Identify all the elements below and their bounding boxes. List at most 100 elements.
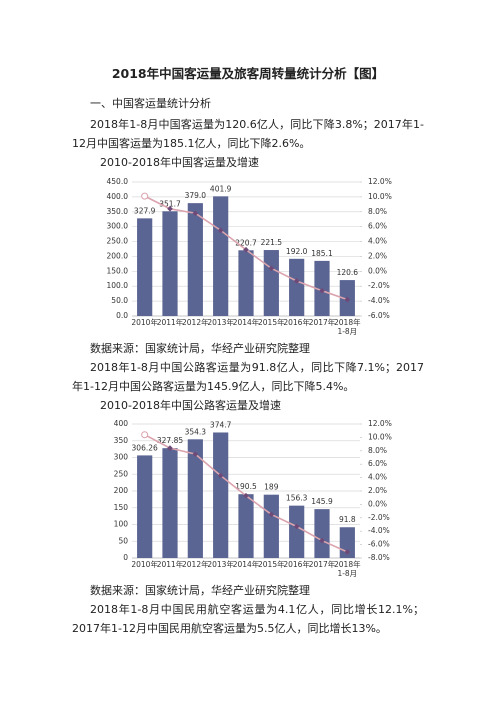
page-title: 2018年中国客运量及旅客周转量统计分析【图】 [111, 66, 385, 81]
y2-tick-label: -8.0% [368, 553, 390, 562]
value-label: 351.7 [159, 199, 181, 208]
x-tick-label: 2015年 [258, 560, 285, 569]
y-tick-label: 100 [114, 520, 129, 529]
value-label: 220.7 [235, 238, 257, 247]
y2-tick-label: 0.0% [368, 266, 387, 275]
y2-tick-label: 6.0% [368, 459, 387, 468]
paragraph: 2018年1-8月中国公路客运量为91.8亿人，同比下降7.1%；2017年1-… [72, 361, 424, 393]
y-tick-label: 350.0 [107, 207, 129, 216]
y-tick-label: 150.0 [107, 266, 129, 275]
y2-tick-label: 2.0% [368, 486, 387, 495]
y2-tick-label: 10.0% [368, 432, 392, 441]
chart: 0.0 50.0 100.0 150.0 200.0 250.0 300.0 350.0 400… [107, 177, 392, 336]
y-tick-label: 400.0 [107, 192, 129, 201]
value-label: 379.0 [185, 191, 207, 200]
x-label-box: 2010年 [131, 318, 158, 327]
y-tick-label: 350 [114, 436, 129, 445]
y-tick-label: 200 [114, 486, 129, 495]
x-tick-label: 2012年 [182, 560, 209, 569]
chart-title: 2010-2018年中国公路客运量及增速 [100, 399, 281, 412]
bar [187, 203, 203, 316]
value-label: 120.6 [337, 268, 359, 277]
line-marker [217, 227, 224, 234]
y-tick-label: 50 [118, 536, 128, 545]
x-tick-label: 2017年 [308, 560, 336, 569]
x-tick-label: 2011年 [156, 560, 184, 569]
line-marker [243, 246, 249, 253]
x-label-box: 2013年 [207, 318, 234, 327]
y2-tick-label: 12.0% [368, 419, 392, 428]
y-tick-label: 300.0 [107, 222, 129, 231]
x-label-box: 2011年 [156, 560, 184, 569]
value-label: 192.0 [286, 247, 308, 256]
y2-tick-label: 12.0% [368, 177, 392, 186]
source-note: 数据来源：国家统计局，华经产业研究院整理 [90, 584, 310, 597]
chart-title: 2010-2018年中国客运量及增速 [100, 156, 259, 169]
x-tick-label: 2013年 [207, 318, 234, 327]
value-label: 221.5 [261, 238, 283, 247]
line-marker [319, 287, 325, 294]
x-tick-label: 2018年1-8月 [334, 318, 361, 336]
x-label-box: 2010年 [131, 560, 158, 569]
line-marker [141, 431, 149, 439]
x-label-box: 2015年 [258, 560, 285, 569]
line-marker [217, 472, 224, 479]
y-tick-label: 300 [114, 453, 129, 462]
x-tick-label: 2011年 [156, 318, 184, 327]
line-marker [268, 511, 275, 518]
x-tick-label: 2010年 [131, 560, 158, 569]
y2-tick-label: -4.0% [368, 296, 390, 305]
y-tick-label: 250.0 [107, 237, 129, 246]
bar [263, 250, 279, 316]
chart: 0 50 100 150 200 250 300 350 400 -8.0% -6.0% -4.0% -… [114, 419, 392, 578]
x-tick-label: 2013年 [207, 560, 234, 569]
paragraph: 2018年1-8月中国民用航空客运量为4.1亿人，同比增长12.1%；2017年… [72, 603, 424, 635]
y-tick-label: 150 [114, 503, 129, 512]
y-tick-label: 50.0 [111, 296, 128, 305]
value-label: 185.1 [311, 249, 333, 258]
value-label: 190.5 [235, 482, 257, 491]
y2-tick-label: -6.0% [368, 540, 390, 549]
y2-tick-label: 8.0% [368, 207, 387, 216]
x-label-box: 2016年 [283, 560, 310, 569]
x-label-box: 2014年 [232, 560, 260, 569]
x-label-box: 2012年 [182, 318, 209, 327]
value-label: 156.3 [286, 494, 308, 503]
value-label: 354.3 [185, 427, 207, 436]
value-label: 189 [264, 483, 279, 492]
bar [137, 218, 153, 316]
y2-tick-label: 6.0% [368, 222, 387, 231]
x-tick-label: 2018年1-8月 [334, 560, 361, 578]
bar [238, 250, 254, 316]
line-marker [192, 210, 199, 217]
y-tick-label: 250 [114, 469, 129, 478]
value-label: 145.9 [311, 497, 333, 506]
bar [289, 258, 305, 316]
bar [314, 509, 330, 558]
y2-tick-label: 2.0% [368, 251, 387, 260]
x-tick-label: 2016年 [283, 560, 310, 569]
x-tick-label: 2016年 [283, 318, 310, 327]
line-marker [344, 296, 351, 303]
bar [187, 439, 203, 558]
x-label-box: 2011年 [156, 318, 184, 327]
y2-tick-label: 4.0% [368, 237, 387, 246]
line-marker [243, 492, 249, 499]
y2-tick-label: 8.0% [368, 446, 387, 455]
value-label: 327.85 [157, 436, 183, 445]
x-label-box: 2017年 [308, 560, 336, 569]
x-tick-label: 2015年 [258, 318, 285, 327]
line-marker [268, 265, 275, 272]
x-label-box: 2018年1-8月 [334, 560, 361, 578]
x-label-box: 2012年 [182, 560, 209, 569]
y2-tick-label: -2.0% [368, 513, 390, 522]
y-tick-label: 0 [123, 553, 128, 562]
line-marker [293, 278, 300, 284]
y-tick-label: 200.0 [107, 251, 129, 260]
x-tick-label: 2014年 [232, 560, 260, 569]
bar [213, 196, 229, 316]
x-label-box: 2013年 [207, 560, 234, 569]
x-tick-label: 2014年 [232, 318, 260, 327]
value-label: 401.9 [210, 184, 232, 193]
y-tick-label: 450.0 [107, 177, 129, 186]
